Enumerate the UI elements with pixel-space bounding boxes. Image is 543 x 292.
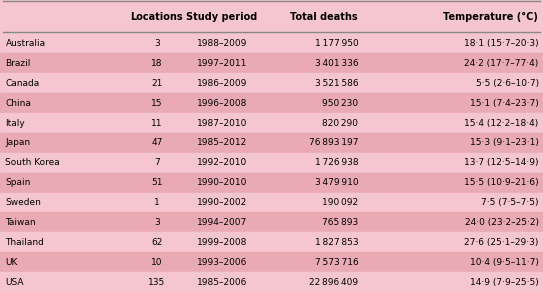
Bar: [0, 93, 543, 113]
Text: Locations: Locations: [131, 12, 183, 22]
Text: Sweden: Sweden: [5, 198, 41, 207]
Text: 1985–2006: 1985–2006: [197, 278, 247, 286]
Bar: [0, 252, 543, 272]
Text: 1994–2007: 1994–2007: [197, 218, 247, 227]
Text: 3 479 910: 3 479 910: [315, 178, 358, 187]
Text: China: China: [5, 99, 31, 108]
Text: Thailand: Thailand: [5, 238, 45, 247]
Bar: [0, 272, 543, 292]
Text: 10·4 (9·5–11·7): 10·4 (9·5–11·7): [470, 258, 539, 267]
Text: 950 230: 950 230: [322, 99, 358, 108]
Text: 51: 51: [151, 178, 163, 187]
Text: Study period: Study period: [186, 12, 258, 22]
Text: Japan: Japan: [5, 138, 30, 147]
Bar: [0, 232, 543, 252]
Bar: [0, 73, 543, 93]
Text: Spain: Spain: [5, 178, 31, 187]
Bar: [0, 113, 543, 133]
Text: 1988–2009: 1988–2009: [197, 39, 247, 48]
Bar: [0, 193, 543, 213]
Text: 1992–2010: 1992–2010: [197, 158, 247, 167]
Text: Brazil: Brazil: [5, 59, 31, 68]
Text: 7: 7: [154, 158, 160, 167]
Text: 190 092: 190 092: [322, 198, 358, 207]
Text: 3 521 586: 3 521 586: [315, 79, 358, 88]
Text: 18: 18: [151, 59, 163, 68]
Text: 24·2 (17·7–77·4): 24·2 (17·7–77·4): [464, 59, 539, 68]
Text: 22 896 409: 22 896 409: [310, 278, 358, 286]
Text: 7 573 716: 7 573 716: [314, 258, 358, 267]
Text: USA: USA: [5, 278, 24, 286]
Text: 1996–2008: 1996–2008: [197, 99, 247, 108]
Text: 820 290: 820 290: [323, 119, 358, 128]
Text: 15·3 (9·1–23·1): 15·3 (9·1–23·1): [470, 138, 539, 147]
Bar: [0, 153, 543, 173]
Bar: [0, 213, 543, 232]
Bar: [0, 34, 543, 53]
Text: 1986–2009: 1986–2009: [197, 79, 247, 88]
Text: 76 893 197: 76 893 197: [309, 138, 358, 147]
Text: 1: 1: [154, 198, 160, 207]
Text: 15·4 (12·2–18·4): 15·4 (12·2–18·4): [464, 119, 539, 128]
Text: 13·7 (12·5–14·9): 13·7 (12·5–14·9): [464, 158, 539, 167]
Bar: [0, 133, 543, 153]
Text: 7·5 (7·5–7·5): 7·5 (7·5–7·5): [481, 198, 539, 207]
Text: UK: UK: [5, 258, 18, 267]
Bar: [0, 53, 543, 73]
Text: Taiwan: Taiwan: [5, 218, 36, 227]
Text: 24·0 (23·2–25·2): 24·0 (23·2–25·2): [465, 218, 539, 227]
Text: 1990–2010: 1990–2010: [197, 178, 247, 187]
Text: 3: 3: [154, 218, 160, 227]
Text: Total deaths: Total deaths: [289, 12, 357, 22]
Text: 47: 47: [151, 138, 162, 147]
Text: 62: 62: [151, 238, 162, 247]
Bar: [0, 173, 543, 193]
Text: 27·6 (25·1–29·3): 27·6 (25·1–29·3): [464, 238, 539, 247]
Text: Canada: Canada: [5, 79, 40, 88]
Text: 1 726 938: 1 726 938: [315, 158, 358, 167]
Bar: [0, 0, 543, 34]
Text: 11: 11: [151, 119, 163, 128]
Text: South Korea: South Korea: [5, 158, 60, 167]
Text: 10: 10: [151, 258, 163, 267]
Text: Italy: Italy: [5, 119, 25, 128]
Text: 21: 21: [151, 79, 162, 88]
Text: 1993–2006: 1993–2006: [197, 258, 247, 267]
Text: 3: 3: [154, 39, 160, 48]
Text: 5·5 (2·6–10·7): 5·5 (2·6–10·7): [476, 79, 539, 88]
Text: 1990–2002: 1990–2002: [197, 198, 247, 207]
Text: 1 177 950: 1 177 950: [314, 39, 358, 48]
Text: Australia: Australia: [5, 39, 46, 48]
Text: 3 401 336: 3 401 336: [315, 59, 358, 68]
Text: 1987–2010: 1987–2010: [197, 119, 247, 128]
Text: 1997–2011: 1997–2011: [197, 59, 247, 68]
Text: Temperature (°C): Temperature (°C): [443, 12, 538, 22]
Text: 765 893: 765 893: [322, 218, 358, 227]
Text: 1 827 853: 1 827 853: [315, 238, 358, 247]
Text: 15·5 (10·9–21·6): 15·5 (10·9–21·6): [464, 178, 539, 187]
Text: 18·1 (15·7–20·3): 18·1 (15·7–20·3): [464, 39, 539, 48]
Text: 1999–2008: 1999–2008: [197, 238, 247, 247]
Text: 135: 135: [148, 278, 166, 286]
Text: 15·1 (7·4–23·7): 15·1 (7·4–23·7): [470, 99, 539, 108]
Text: 15: 15: [151, 99, 163, 108]
Text: 1985–2012: 1985–2012: [197, 138, 247, 147]
Text: 14·9 (7·9–25·5): 14·9 (7·9–25·5): [470, 278, 539, 286]
